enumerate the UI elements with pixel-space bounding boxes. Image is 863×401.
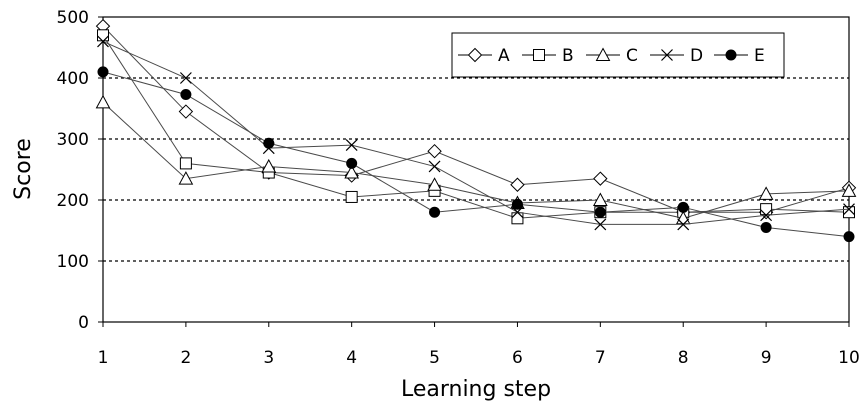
legend-item-b: B xyxy=(522,46,574,66)
gridlines xyxy=(103,77,849,262)
series-c xyxy=(95,94,857,225)
data-point-b-10 xyxy=(843,206,855,219)
series-e xyxy=(97,66,855,243)
data-point-d-2 xyxy=(179,72,192,84)
data-point-b-4 xyxy=(345,190,358,203)
data-point-a-5 xyxy=(427,143,442,159)
legend-item-c: C xyxy=(586,46,638,66)
y-tick-label-300: 300 xyxy=(57,130,89,150)
data-point-e-1 xyxy=(97,66,109,78)
legend-label-d: D xyxy=(690,46,703,66)
y-tick-label-400: 400 xyxy=(57,69,89,89)
data-point-d-4 xyxy=(345,139,358,152)
x-tick-label-3: 3 xyxy=(263,348,274,368)
series-d xyxy=(97,35,855,231)
data-point-d-8 xyxy=(677,218,690,231)
x-tick-label-8: 8 xyxy=(678,348,689,368)
x-axis-ticks: 1 2 3 4 5 6 7 8 9 10 xyxy=(98,322,860,368)
x-tick-label-9: 9 xyxy=(761,348,772,368)
data-point-d-5 xyxy=(428,160,441,173)
data-point-e-2 xyxy=(180,88,192,100)
y-tick-label-0: 0 xyxy=(78,313,89,333)
legend-label-c: C xyxy=(626,46,638,66)
x-tick-label-6: 6 xyxy=(512,348,523,368)
data-point-c-5 xyxy=(427,177,442,191)
x-tick-label-2: 2 xyxy=(180,348,191,368)
data-point-c-1 xyxy=(95,94,111,109)
x-tick-label-5: 5 xyxy=(429,348,440,368)
legend-marker-b xyxy=(533,49,545,61)
series-line-a xyxy=(102,25,850,213)
x-tick-label-4: 4 xyxy=(346,348,357,368)
data-point-b-2 xyxy=(179,157,192,170)
data-point-a-7 xyxy=(593,171,608,186)
data-point-d-9 xyxy=(760,209,773,222)
legend-marker-d xyxy=(661,49,673,61)
data-point-e-10 xyxy=(843,231,855,243)
y-tick-label-500: 500 xyxy=(57,8,89,28)
series-line-c xyxy=(102,102,850,219)
legend-marker-a xyxy=(467,47,483,63)
legend-label-a: A xyxy=(498,46,510,66)
data-point-e-6 xyxy=(511,198,523,210)
data-point-e-9 xyxy=(760,221,772,233)
y-axis-title: Score xyxy=(11,138,36,200)
data-point-e-3 xyxy=(263,137,275,149)
legend-label-e: E xyxy=(754,46,765,66)
data-point-c-9 xyxy=(758,186,774,200)
y-axis-ticks: 0 100 200 300 400 500 xyxy=(57,8,103,333)
data-point-d-1 xyxy=(97,35,109,48)
x-tick-label-10: 10 xyxy=(838,348,860,368)
legend-item-e: E xyxy=(714,46,765,66)
legend-item-d: D xyxy=(650,46,703,66)
data-point-b-6 xyxy=(511,212,524,225)
legend-label-b: B xyxy=(562,46,574,66)
legend-marker-e xyxy=(725,49,737,61)
data-point-e-8 xyxy=(677,201,689,213)
series-group xyxy=(95,18,857,243)
data-point-d-6 xyxy=(511,206,524,219)
data-point-c-7 xyxy=(592,192,608,206)
data-point-b-9 xyxy=(760,203,773,216)
data-point-e-4 xyxy=(346,157,358,169)
data-point-a-6 xyxy=(510,177,525,192)
legend: A B C D E xyxy=(451,32,785,78)
x-axis-title: Learning step xyxy=(401,377,551,401)
series-line-d xyxy=(102,40,850,225)
data-point-c-4 xyxy=(344,165,360,179)
data-point-d-7 xyxy=(594,218,607,231)
legend-item-a: A xyxy=(458,46,510,66)
x-tick-label-1: 1 xyxy=(98,348,109,368)
data-point-d-10 xyxy=(843,203,855,216)
legend-marker-c xyxy=(595,47,611,61)
y-tick-label-100: 100 xyxy=(57,252,89,272)
series-line-e xyxy=(102,71,850,238)
data-point-b-1 xyxy=(97,29,109,42)
data-point-c-10 xyxy=(841,183,857,197)
y-tick-label-200: 200 xyxy=(57,191,89,211)
series-line-b xyxy=(102,35,850,219)
data-point-a-2 xyxy=(178,104,194,119)
data-point-c-2 xyxy=(178,171,194,185)
x-tick-label-7: 7 xyxy=(595,348,606,368)
data-point-c-3 xyxy=(261,158,277,173)
data-point-e-5 xyxy=(429,206,441,218)
data-point-e-7 xyxy=(594,206,606,218)
